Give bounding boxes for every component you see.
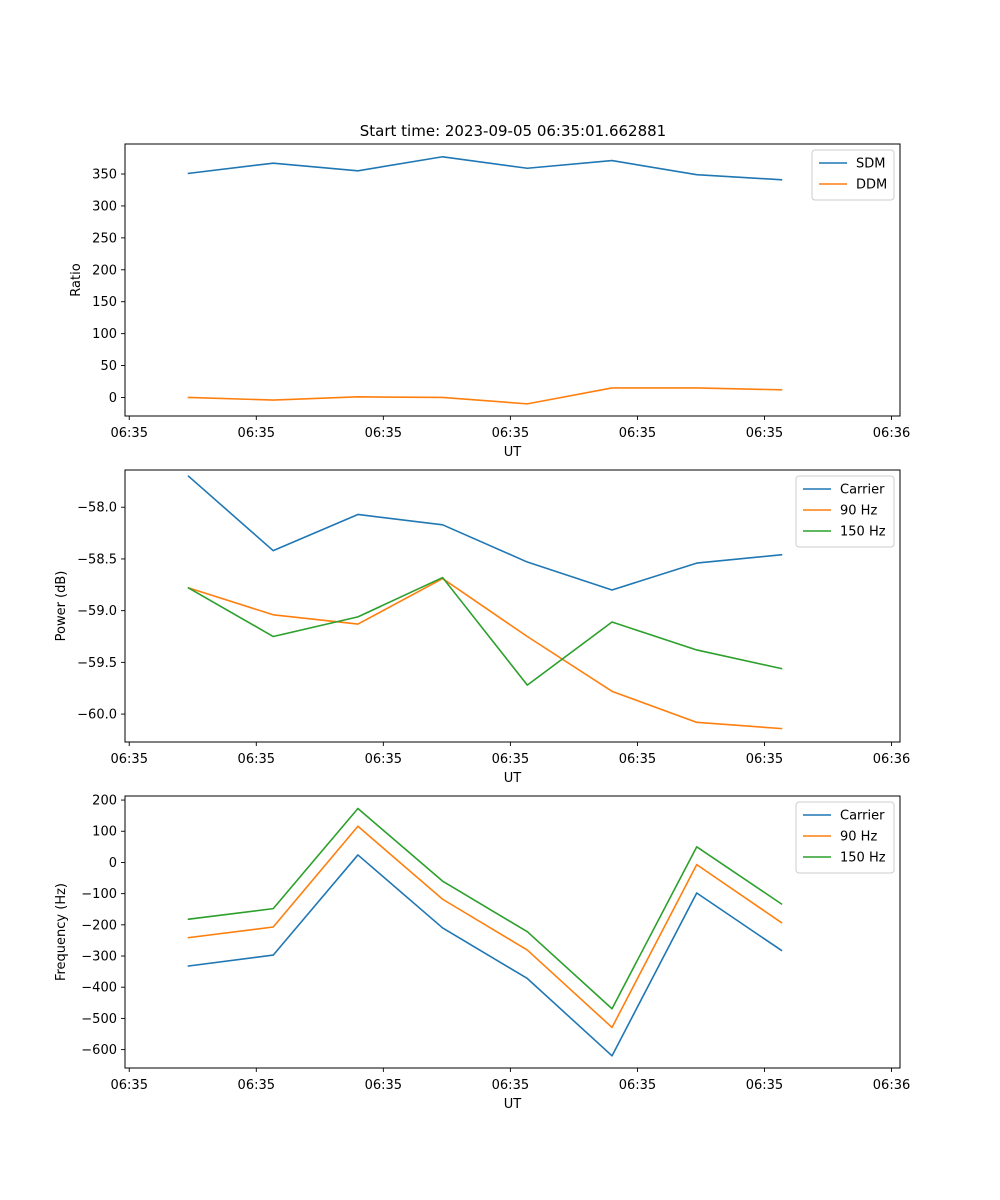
- chart-panel-3: 06:35 06:35 06:35 06:35 06:35 06:35 06:36 −600 −…: [54, 794, 910, 1112]
- y-tick-label: −600: [81, 1043, 117, 1058]
- x-axis-label: UT: [504, 445, 522, 460]
- y-tick-label: −200: [81, 918, 117, 933]
- y-tick-label: 250: [92, 231, 117, 246]
- legend: Carrier 90 Hz 150 Hz: [795, 475, 895, 548]
- y-tick-label: −500: [81, 1012, 117, 1027]
- y-axis-label: Power (dB): [54, 571, 69, 642]
- y-tick-label: −58.5: [77, 552, 117, 567]
- y-tick-label: 350: [92, 168, 117, 183]
- x-tick-label: 06:35: [492, 752, 529, 767]
- y-tick-label: 0: [109, 856, 117, 871]
- x-tick-label: 06:35: [492, 426, 529, 441]
- y-tick-label: −59.0: [77, 604, 117, 619]
- y-tick-label: −400: [81, 981, 117, 996]
- x-tick-label: 06:35: [238, 752, 275, 767]
- legend-label: SDM: [856, 157, 885, 172]
- legend-label: 90 Hz: [840, 504, 877, 519]
- x-tick-label: 06:35: [111, 426, 148, 441]
- x-tick-label: 06:35: [746, 1078, 783, 1093]
- x-tick-label: 06:36: [873, 1078, 910, 1093]
- series-line-carrier: [187, 854, 783, 1057]
- series-line-90-hz: [187, 577, 783, 730]
- x-tick-label: 06:35: [492, 1078, 529, 1093]
- y-tick-label: −60.0: [77, 708, 117, 723]
- series-line-carrier: [187, 475, 783, 591]
- axes-frame: [124, 143, 901, 417]
- y-tick-label: 300: [92, 199, 117, 214]
- y-axis-label: Frequency (Hz): [54, 883, 69, 981]
- x-tick-label: 06:35: [619, 1078, 656, 1093]
- x-tick-label: 06:35: [746, 752, 783, 767]
- y-tick-label: 200: [92, 794, 117, 809]
- legend: Carrier 90 Hz 150 Hz: [795, 801, 895, 874]
- y-axis-label: Ratio: [69, 263, 84, 296]
- series-line-90-hz: [187, 825, 783, 1029]
- x-tick-label: 06:35: [619, 426, 656, 441]
- legend-box: [795, 475, 895, 548]
- x-tick-label: 06:35: [238, 426, 275, 441]
- x-tick-label: 06:35: [111, 1078, 148, 1093]
- y-tick-label: 50: [100, 359, 117, 374]
- x-tick-label: 06:36: [873, 426, 910, 441]
- figure-title: Start time: 2023-09-05 06:35:01.662881: [360, 122, 666, 140]
- legend-label: 150 Hz: [840, 525, 886, 540]
- legend: SDM DDM: [811, 149, 895, 201]
- chart-panel-1: 06:35 06:35 06:35 06:35 06:35 06:35 06:36 0 50 10…: [69, 143, 910, 460]
- y-tick-label: 100: [92, 327, 117, 342]
- chart-panel-2: 06:35 06:35 06:35 06:35 06:35 06:35 06:36 −60.0…: [54, 469, 910, 786]
- series-line-ddm: [187, 387, 783, 405]
- axes-frame: [124, 795, 901, 1069]
- y-tick-label: −59.5: [77, 656, 117, 671]
- legend-label: Carrier: [840, 809, 885, 824]
- series-line-150-hz: [187, 807, 783, 1010]
- legend-label: 90 Hz: [840, 830, 877, 845]
- x-axis-label: UT: [504, 771, 522, 786]
- y-tick-label: 150: [92, 295, 117, 310]
- series-line-150-hz: [187, 576, 783, 686]
- y-tick-label: −100: [81, 887, 117, 902]
- axes-frame: [124, 469, 901, 743]
- legend-label: Carrier: [840, 483, 885, 498]
- legend-label: DDM: [856, 178, 887, 193]
- y-tick-label: 0: [109, 391, 117, 406]
- x-tick-label: 06:35: [619, 752, 656, 767]
- y-tick-label: −58.0: [77, 501, 117, 516]
- y-tick-label: −300: [81, 950, 117, 965]
- x-tick-label: 06:35: [746, 426, 783, 441]
- y-tick-label: 200: [92, 263, 117, 278]
- x-tick-label: 06:35: [238, 1078, 275, 1093]
- x-tick-label: 06:35: [365, 752, 402, 767]
- x-tick-label: 06:36: [873, 752, 910, 767]
- x-tick-label: 06:35: [365, 426, 402, 441]
- legend-box: [795, 801, 895, 874]
- x-tick-label: 06:35: [111, 752, 148, 767]
- x-axis-label: UT: [504, 1097, 522, 1112]
- y-tick-label: 100: [92, 825, 117, 840]
- legend-label: 150 Hz: [840, 851, 886, 866]
- series-line-sdm: [187, 155, 783, 181]
- x-tick-label: 06:35: [365, 1078, 402, 1093]
